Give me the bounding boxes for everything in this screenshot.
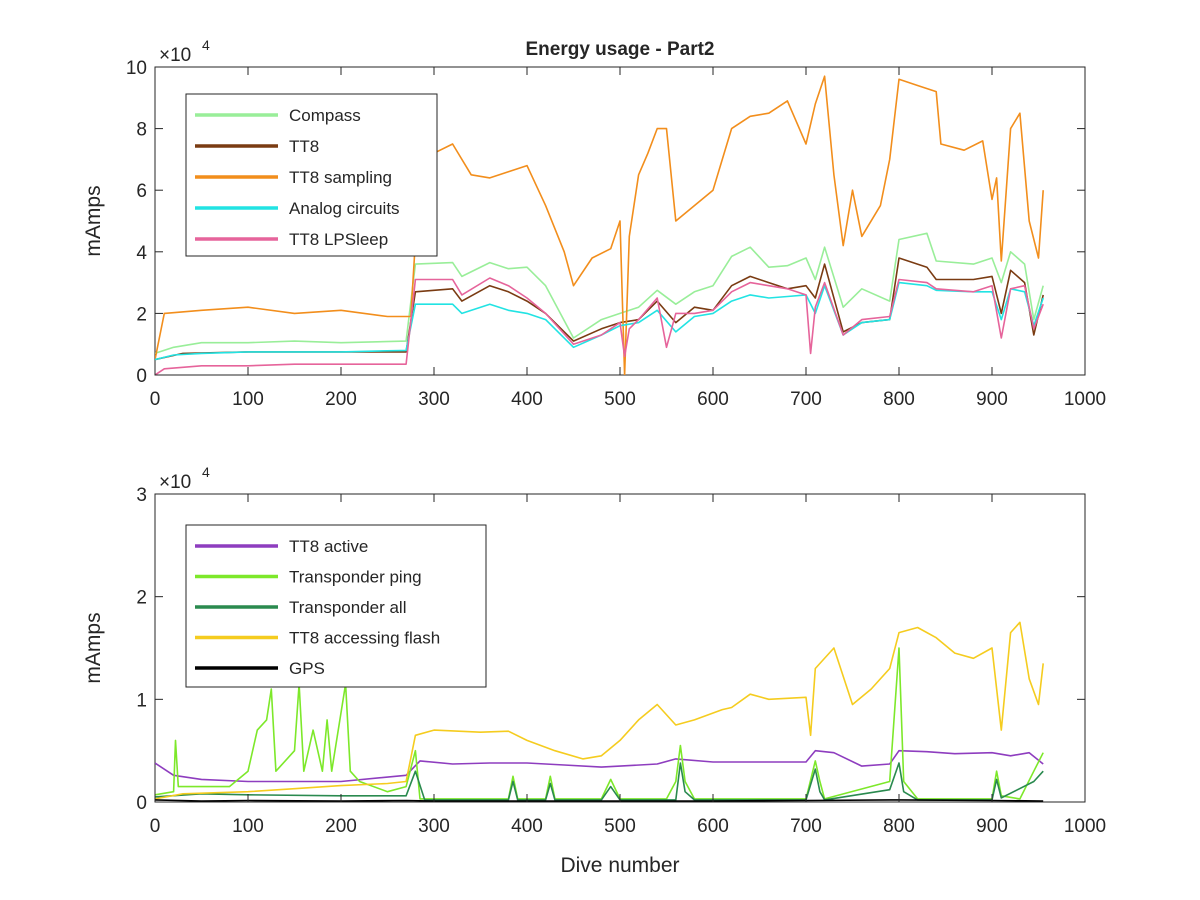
series-line-tt8-sampling [155,75,1044,375]
y-tick-label: 3 [136,485,147,506]
y-tick-label: 2 [136,588,147,609]
x-tick-label: 400 [511,816,543,837]
x-tick-label: 800 [883,389,915,410]
x-tick-label: 600 [697,389,729,410]
y-tick-label: 0 [136,793,147,814]
x-tick-label: 100 [232,389,264,410]
series-line-tt8-active [155,749,1044,783]
top-axes: 0 100 200 300 400 500 600 700 800 900 1000 0 2 4 6 8 10 ×… [82,37,1106,410]
y-exponent-label: ×10 [159,45,191,66]
y-tick-label: 4 [136,243,147,264]
legend-box [185,93,438,257]
x-tick-label: 500 [604,816,636,837]
series-line-tt8-accessing-flash [155,621,1044,800]
y-tick-label: 8 [136,120,147,141]
x-axis-label: Dive number [560,854,679,877]
y-tick-label: 6 [136,181,147,202]
legend-label: TT8 accessing flash [289,629,440,648]
legend-label: TT8 [289,137,319,156]
x-tick-label: 500 [604,389,636,410]
legend-label: TT8 active [289,537,368,556]
chart-title: Energy usage - Part2 [525,39,714,60]
x-tick-label: 900 [976,816,1008,837]
y-exponent-power: 4 [202,37,210,53]
series-line-tt8-lpsleep [155,277,1044,375]
x-tick-label: 200 [325,816,357,837]
x-tick-label: 100 [232,816,264,837]
y-axis-label: mAmps [82,185,105,256]
x-tick-label: 400 [511,389,543,410]
y-axis-label: mAmps [82,612,105,683]
x-tick-label: 200 [325,389,357,410]
legend-label: TT8 sampling [289,168,392,187]
bottom-axes: 0 100 200 300 400 500 600 700 800 900 1000 0 1 2 3 ×10 4… [82,464,1106,877]
x-tick-label: 1000 [1064,389,1106,410]
series-line-analog-circuits [155,281,1044,361]
series-line-tt8 [155,257,1044,361]
x-tick-label: 0 [150,816,161,837]
legend-label: Transponder ping [289,568,422,587]
x-tick-label: 300 [418,816,450,837]
x-tick-label: 700 [790,816,822,837]
x-tick-label: 800 [883,816,915,837]
x-tick-label: 1000 [1064,816,1106,837]
x-tick-label: 900 [976,389,1008,410]
y-tick-label: 0 [136,366,147,387]
x-tick-label: 600 [697,816,729,837]
x-tick-label: 300 [418,389,450,410]
x-tick-label: 700 [790,389,822,410]
y-tick-label: 10 [126,58,147,79]
legend-label: Transponder all [289,598,407,617]
legend-label: Compass [289,106,361,125]
legend-label: GPS [289,659,325,678]
y-tick-label: 1 [136,690,147,711]
legend-label: TT8 LPSleep [289,230,388,249]
x-tick-label: 0 [150,389,161,410]
series-line-transponder-all [155,762,1044,801]
y-exponent-power: 4 [202,464,210,480]
series-group [155,75,1044,375]
legend: TT8 active Transponder ping Transponder al… [185,524,487,688]
y-tick-label: 2 [136,304,147,325]
legend-label: Analog circuits [289,199,400,218]
y-exponent-label: ×10 [159,472,191,493]
legend: Compass TT8 TT8 sampling Analog circuits TT8… [185,93,438,257]
